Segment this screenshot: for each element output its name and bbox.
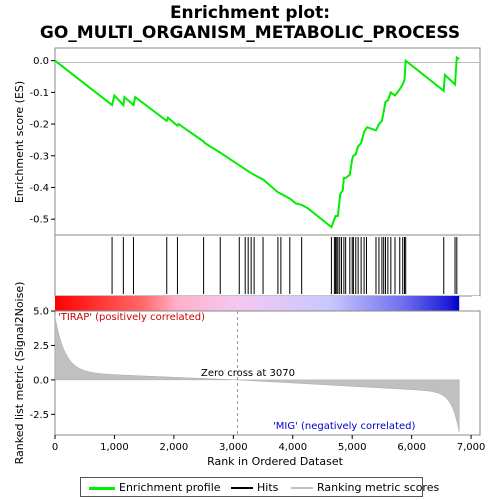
- es-y-tick-label: -0.1: [29, 88, 49, 99]
- x-tick-label: 2,000: [160, 442, 189, 453]
- legend-label-enrichment: Enrichment profile: [119, 481, 221, 494]
- x-axis-label: Rank in Ordered Dataset: [207, 455, 344, 468]
- legend-ranking-metric: Ranking metric scores: [291, 481, 439, 494]
- legend-hits: Hits: [231, 481, 278, 494]
- legend-black-line-icon: [231, 487, 253, 489]
- legend-grey-line-icon: [291, 487, 313, 489]
- legend-green-line-icon: [89, 486, 115, 490]
- enrichment-profile-line: [54, 55, 460, 229]
- metric-y-tick-label: 5.0: [33, 307, 49, 318]
- rank-bar-end: [472, 296, 480, 311]
- rank-color-bar: [55, 296, 460, 311]
- legend-label-hits: Hits: [257, 481, 279, 494]
- es-y-axis-label: Enrichment score (ES): [13, 81, 26, 203]
- x-tick-label: 6,000: [397, 442, 426, 453]
- hits-panel: [54, 234, 481, 297]
- es-panel: [54, 47, 481, 236]
- metric-panel: [54, 310, 481, 436]
- chart-title-line1: Enrichment plot:: [169, 3, 331, 23]
- metric-y-tick-label: 2.5: [33, 341, 49, 352]
- chart-title-line2: GO_MULTI_ORGANISM_METABOLIC_PROCESS: [39, 23, 461, 43]
- positive-label: 'TIRAP' (positively correlated): [58, 312, 205, 323]
- legend: Enrichment profile Hits Ranking metric s…: [80, 477, 439, 497]
- zero-cross-label: Zero cross at 3070: [201, 368, 295, 379]
- x-tick-label: 3,000: [219, 442, 248, 453]
- ranking-metric-area: [54, 316, 460, 433]
- x-tick-label: 1,000: [100, 442, 129, 453]
- metric-y-tick-label: -2.5: [29, 410, 49, 421]
- es-y-tick-label: -0.2: [29, 120, 49, 131]
- x-tick-label: 7,000: [457, 442, 486, 453]
- es-y-tick-label: -0.5: [29, 215, 49, 226]
- metric-y-axis-label: Ranked list metric (Signal2Noise): [13, 282, 26, 465]
- metric-y-tick-label: 0.0: [33, 375, 49, 386]
- legend-enrichment-profile: Enrichment profile: [89, 481, 221, 494]
- es-y-tick-label: -0.3: [29, 151, 49, 162]
- x-tick-label: 4,000: [278, 442, 307, 453]
- es-y-tick-label: -0.4: [29, 183, 49, 194]
- x-tick-label: 5,000: [338, 442, 367, 453]
- x-tick-label: 0: [52, 442, 58, 453]
- es-y-tick-label: 0.0: [33, 56, 49, 67]
- negative-label: 'MIG' (negatively correlated): [273, 421, 415, 432]
- legend-label-metric: Ranking metric scores: [317, 481, 440, 494]
